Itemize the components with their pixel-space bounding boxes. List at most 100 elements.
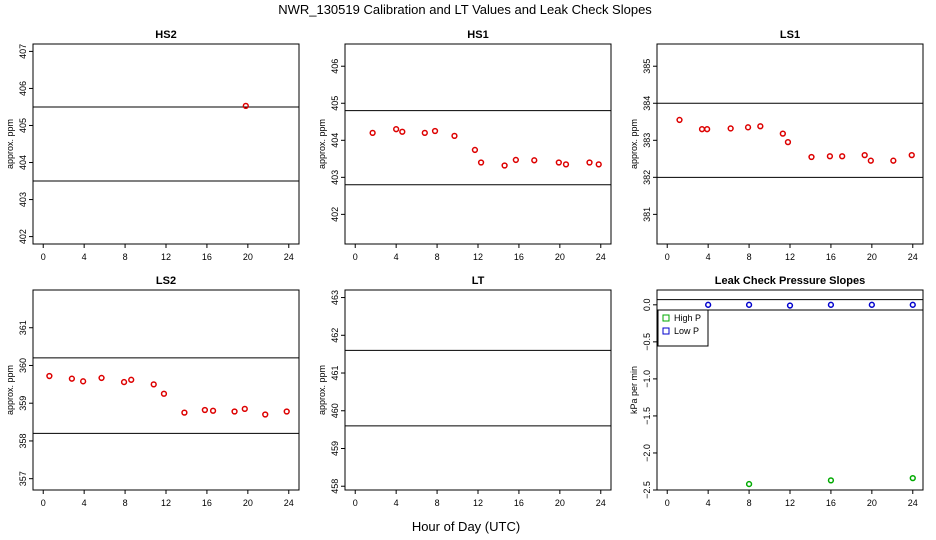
figure-x-label: Hour of Day (UTC) xyxy=(412,519,520,534)
x-tick-label: 20 xyxy=(243,252,253,262)
y-tick-label: 406 xyxy=(18,81,28,96)
data-point xyxy=(512,156,520,164)
data-point xyxy=(501,162,508,169)
x-tick-label: 0 xyxy=(41,498,46,508)
x-tick-label: 0 xyxy=(41,252,46,262)
x-tick-label: 12 xyxy=(161,252,171,262)
y-tick-label: −1.0 xyxy=(642,370,652,388)
data-point xyxy=(451,132,458,140)
y-tick-label: 460 xyxy=(330,403,340,418)
panel-ls1: LS1 approx. ppm 0 4 8 12 16 20 24 381 382 383 384 385 xyxy=(629,29,924,262)
x-tick-label: 4 xyxy=(394,252,399,262)
data-point xyxy=(471,146,479,154)
y-tick-label: 357 xyxy=(18,471,28,486)
panel-hs2: HS2 approx. ppm 0 4 8 12 16 20 24 402 403 404 405 406… xyxy=(5,29,300,262)
y-tick-label: 462 xyxy=(330,328,340,343)
data-point xyxy=(120,378,128,386)
data-point xyxy=(890,157,897,164)
y-tick-label: 359 xyxy=(18,396,28,411)
data-point xyxy=(703,126,711,133)
data-point xyxy=(555,159,562,166)
x-tick-label: 24 xyxy=(596,252,606,262)
y-tick-label: −1.5 xyxy=(642,407,652,425)
x-tick-label: 0 xyxy=(665,498,670,508)
x-tick-label: 4 xyxy=(706,498,711,508)
y-tick-label: 405 xyxy=(330,96,340,111)
x-tick-label: 8 xyxy=(747,252,752,262)
panel-title: LT xyxy=(472,275,485,287)
data-point xyxy=(181,409,188,416)
x-tick-label: 24 xyxy=(908,252,918,262)
data-point xyxy=(477,159,485,166)
y-tick-label: 405 xyxy=(18,118,28,133)
x-tick-label: 16 xyxy=(826,498,836,508)
y-tick-label: 361 xyxy=(18,320,28,335)
y-tick-label: 407 xyxy=(18,44,28,59)
legend-marker xyxy=(662,314,670,322)
plot-frame xyxy=(344,43,612,245)
x-tick-label: 4 xyxy=(394,498,399,508)
legend-marker xyxy=(662,327,670,335)
x-tick-label: 8 xyxy=(123,252,128,262)
data-point xyxy=(908,151,915,159)
y-tick-label: 384 xyxy=(642,96,652,111)
x-tick-label: 24 xyxy=(596,498,606,508)
data-point xyxy=(784,138,792,146)
x-tick-label: 12 xyxy=(161,498,171,508)
data-point xyxy=(231,408,238,415)
y-tick-label: 406 xyxy=(330,59,340,74)
data-point xyxy=(745,301,753,308)
y-axis-label: approx. ppm xyxy=(629,119,639,169)
y-tick-label: 404 xyxy=(330,133,340,148)
legend-label: Low P xyxy=(674,326,699,336)
y-tick-label: 0.0 xyxy=(642,299,652,312)
data-point xyxy=(393,126,400,133)
x-tick-label: 8 xyxy=(435,252,440,262)
data-point xyxy=(705,301,712,308)
data-point xyxy=(98,374,105,382)
y-tick-label: 360 xyxy=(18,358,28,373)
data-point xyxy=(201,406,209,414)
plot-frame xyxy=(32,289,300,491)
y-tick-label: −2.5 xyxy=(642,481,652,499)
x-tick-label: 4 xyxy=(706,252,711,262)
x-tick-label: 0 xyxy=(353,252,358,262)
panel-title: HS2 xyxy=(155,29,176,41)
panel-title: HS1 xyxy=(467,29,488,41)
y-tick-label: 404 xyxy=(18,155,28,170)
data-point xyxy=(68,375,76,382)
data-point xyxy=(744,124,752,131)
y-axis-label: approx. ppm xyxy=(317,119,327,169)
data-point xyxy=(79,378,87,385)
x-tick-label: 20 xyxy=(555,252,565,262)
x-tick-label: 16 xyxy=(202,252,212,262)
x-tick-label: 16 xyxy=(514,498,524,508)
panel-title: LS1 xyxy=(780,29,800,41)
x-tick-label: 0 xyxy=(353,498,358,508)
data-point xyxy=(779,130,786,137)
legend-label: High P xyxy=(674,313,701,323)
data-point xyxy=(595,161,602,168)
y-tick-label: 402 xyxy=(18,229,28,244)
y-axis-label: kPa per min xyxy=(629,366,639,414)
y-tick-label: 403 xyxy=(330,170,340,185)
x-tick-label: 20 xyxy=(867,498,877,508)
data-point xyxy=(262,411,269,418)
data-point xyxy=(909,301,916,308)
y-tick-label: −0.5 xyxy=(642,333,652,351)
data-point xyxy=(283,408,290,415)
y-tick-label: 458 xyxy=(330,479,340,494)
x-tick-label: 20 xyxy=(867,252,877,262)
x-tick-label: 4 xyxy=(82,498,87,508)
x-tick-label: 16 xyxy=(826,252,836,262)
data-point xyxy=(757,123,764,130)
x-tick-label: 24 xyxy=(284,252,294,262)
x-tick-label: 20 xyxy=(555,498,565,508)
x-tick-label: 16 xyxy=(202,498,212,508)
plot-frame xyxy=(32,43,300,245)
y-tick-label: 358 xyxy=(18,433,28,448)
y-axis-label: approx. ppm xyxy=(5,365,15,415)
y-tick-label: 461 xyxy=(330,366,340,381)
data-point xyxy=(909,474,916,482)
